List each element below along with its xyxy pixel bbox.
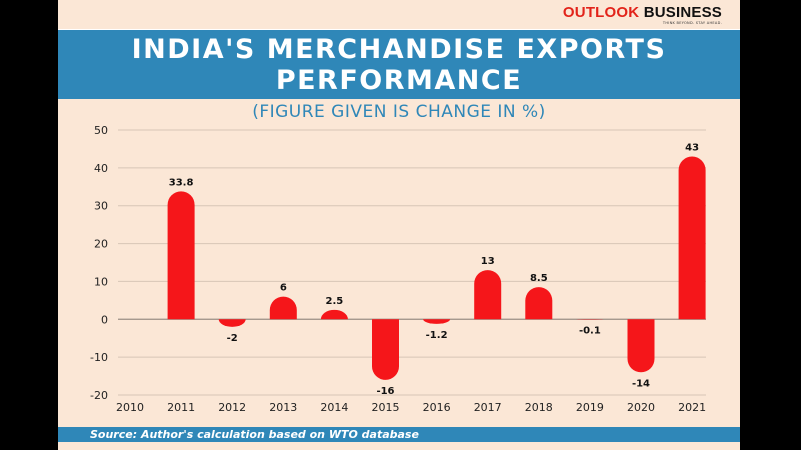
data-label-2021: 43: [685, 143, 699, 154]
chart-subtitle: (FIGURE GIVEN IS CHANGE IN %): [252, 102, 546, 122]
brand-name-outlook: OUTLOOK: [562, 4, 640, 21]
bar-2014: [320, 309, 348, 320]
source-band: Source: Author's calculation based on WT…: [58, 427, 740, 442]
x-tick-label: 2020: [627, 401, 655, 414]
bar-2013: [269, 296, 297, 320]
title-band: INDIA'S MERCHANDISE EXPORTS PERFORMANCE: [58, 29, 740, 99]
y-tick-label: 40: [94, 162, 108, 175]
chart-title-line2: PERFORMANCE: [275, 65, 523, 96]
bar-2018: [525, 287, 553, 320]
bar-chart: -20 -10 0 10 20 30 40 50 33.8 -2 6 2.5 -16 -1.2 13 8.5 -…: [90, 124, 706, 414]
data-label-2018: 8.5: [530, 273, 548, 284]
infographic-canvas: OUTLOOK BUSINESS THINK BEYOND. STAY AHEA…: [58, 0, 740, 450]
x-tick-label: 2017: [474, 401, 502, 414]
x-tick-label: 2018: [525, 401, 553, 414]
data-label-2016: -1.2: [426, 330, 448, 341]
source-note: Source: Author's calculation based on WT…: [90, 428, 419, 441]
x-tick-label: 2016: [423, 401, 451, 414]
y-tick-label: 30: [94, 200, 108, 213]
y-tick-label: 0: [101, 313, 108, 326]
brand-logo: OUTLOOK BUSINESS THINK BEYOND. STAY AHEA…: [563, 5, 722, 26]
data-label-2019: -0.1: [579, 326, 601, 337]
x-tick-label: 2014: [320, 401, 348, 414]
bar-2015: [372, 319, 399, 380]
chart-title-line1: INDIA'S MERCHANDISE EXPORTS: [131, 34, 667, 65]
bar-2012: [218, 319, 246, 327]
x-tick-label: 2012: [218, 401, 246, 414]
bar-2017: [474, 270, 502, 320]
brand-tagline: THINK BEYOND. STAY AHEAD.: [662, 21, 722, 25]
y-tick-label: -10: [90, 351, 108, 364]
data-label-2012: -2: [227, 333, 238, 344]
data-label-2015: -16: [376, 386, 394, 397]
data-label-2011: 33.8: [169, 177, 194, 188]
data-label-2014: 2.5: [326, 296, 344, 307]
x-tick-label: 2013: [269, 401, 297, 414]
bar-2011: [167, 191, 195, 320]
data-label-2020: -14: [632, 378, 650, 389]
x-tick-label: 2021: [678, 401, 706, 414]
bar-2016: [423, 319, 451, 324]
brand-name-business: BUSINESS: [643, 4, 722, 21]
data-label-2017: 13: [481, 256, 495, 267]
data-label-2013: 6: [280, 283, 287, 294]
y-tick-label: 10: [94, 275, 108, 288]
x-tick-label: 2015: [372, 401, 400, 414]
x-tick-label: 2019: [576, 401, 604, 414]
bar-2021: [678, 156, 706, 320]
y-tick-label: 50: [94, 124, 108, 137]
y-tick-label: 20: [94, 238, 108, 251]
x-tick-label: 2010: [116, 401, 144, 414]
x-tick-label: 2011: [167, 401, 195, 414]
y-tick-label: -20: [90, 389, 108, 402]
bar-2020: [627, 319, 655, 373]
